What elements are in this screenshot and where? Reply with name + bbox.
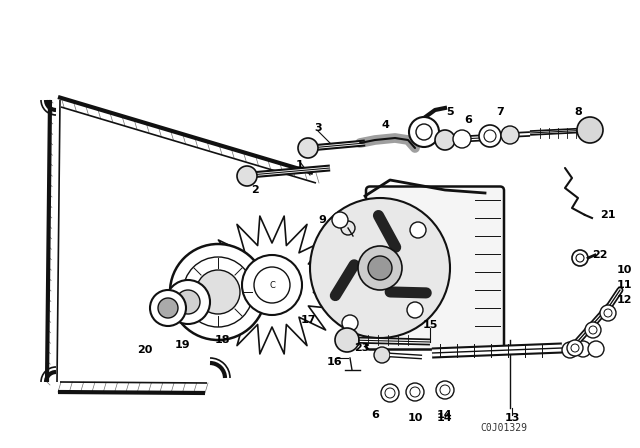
Text: 8: 8 — [574, 107, 582, 117]
Circle shape — [436, 381, 454, 399]
Text: 1: 1 — [296, 160, 304, 170]
Text: 10: 10 — [616, 265, 632, 275]
Circle shape — [407, 302, 423, 318]
Text: 6: 6 — [371, 410, 379, 420]
Circle shape — [335, 328, 359, 352]
Circle shape — [342, 315, 358, 331]
Circle shape — [374, 347, 390, 363]
Circle shape — [585, 322, 601, 338]
Text: 14: 14 — [437, 413, 453, 423]
Circle shape — [298, 138, 318, 158]
Text: 21: 21 — [600, 210, 616, 220]
Circle shape — [170, 244, 266, 340]
Circle shape — [435, 130, 455, 150]
Circle shape — [196, 270, 240, 314]
Text: 5: 5 — [446, 107, 454, 117]
Circle shape — [577, 117, 603, 143]
Circle shape — [158, 298, 178, 318]
Circle shape — [310, 198, 450, 338]
FancyArrowPatch shape — [378, 215, 396, 247]
Text: 11: 11 — [616, 280, 632, 290]
Text: 6: 6 — [464, 115, 472, 125]
Text: 3: 3 — [314, 123, 322, 133]
Text: C: C — [269, 280, 275, 289]
Circle shape — [409, 117, 439, 147]
Circle shape — [358, 246, 402, 290]
Text: 23: 23 — [355, 343, 370, 353]
Circle shape — [150, 290, 186, 326]
Circle shape — [453, 130, 471, 148]
Text: 22: 22 — [592, 250, 608, 260]
Circle shape — [575, 341, 591, 357]
FancyArrowPatch shape — [390, 292, 426, 293]
Text: 16: 16 — [327, 357, 343, 367]
Circle shape — [332, 212, 348, 228]
Circle shape — [176, 290, 200, 314]
Circle shape — [588, 341, 604, 357]
Text: 17: 17 — [300, 315, 316, 325]
Circle shape — [572, 250, 588, 266]
FancyBboxPatch shape — [366, 186, 504, 349]
Text: 18: 18 — [214, 335, 230, 345]
Text: 7: 7 — [496, 107, 504, 117]
Circle shape — [562, 342, 578, 358]
Circle shape — [242, 255, 302, 315]
Circle shape — [501, 126, 519, 144]
Text: 10: 10 — [407, 413, 422, 423]
Text: 15: 15 — [422, 320, 438, 330]
Text: C0J01329: C0J01329 — [480, 423, 527, 433]
Text: 20: 20 — [138, 345, 153, 355]
FancyArrowPatch shape — [335, 265, 354, 296]
Circle shape — [237, 166, 257, 186]
Circle shape — [166, 280, 210, 324]
Text: 14: 14 — [437, 410, 453, 420]
Circle shape — [410, 222, 426, 238]
Text: 19: 19 — [174, 340, 190, 350]
Text: 2: 2 — [251, 185, 259, 195]
Circle shape — [600, 305, 616, 321]
Circle shape — [406, 383, 424, 401]
Text: 4: 4 — [381, 120, 389, 130]
Circle shape — [368, 256, 392, 280]
Circle shape — [479, 125, 501, 147]
Text: 13: 13 — [504, 413, 520, 423]
Text: 12: 12 — [616, 295, 632, 305]
Text: 9: 9 — [318, 215, 326, 225]
Circle shape — [567, 340, 583, 356]
Circle shape — [381, 384, 399, 402]
